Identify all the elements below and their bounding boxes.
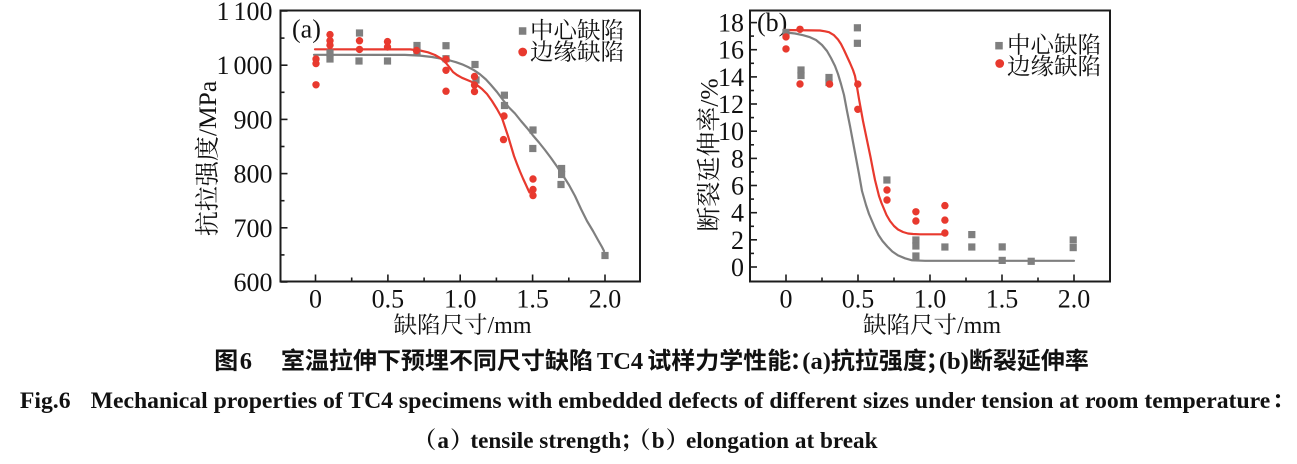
svg-text:900: 900 [234, 105, 273, 134]
svg-text:elongation at break: elongation at break [686, 428, 878, 454]
svg-text:(b): (b) [757, 8, 787, 37]
svg-text:0: 0 [731, 253, 744, 282]
svg-text:100: 100 [234, 0, 273, 26]
svg-text:/MPa: /MPa [193, 81, 222, 136]
svg-text:18: 18 [718, 9, 744, 38]
svg-text:1.0: 1.0 [444, 285, 477, 314]
svg-text:(a): (a) [292, 15, 321, 44]
svg-text:1.5: 1.5 [516, 285, 549, 314]
svg-text:b: b [652, 428, 665, 454]
svg-text:/mm: /mm [488, 313, 532, 339]
svg-text:1.5: 1.5 [986, 285, 1019, 314]
svg-text:16: 16 [718, 36, 744, 65]
svg-text:tensile strength: tensile strength [470, 428, 621, 454]
svg-text:6: 6 [240, 348, 252, 375]
svg-text:2.0: 2.0 [589, 285, 622, 314]
svg-text:/mm: /mm [957, 313, 1001, 339]
svg-text:(a): (a) [802, 348, 831, 375]
svg-text:12: 12 [718, 90, 744, 119]
svg-text:4: 4 [731, 199, 744, 228]
svg-text:Fig.6: Fig.6 [20, 388, 71, 414]
svg-text:1: 1 [217, 51, 230, 80]
svg-text:0: 0 [780, 285, 793, 314]
svg-text:6: 6 [731, 172, 744, 201]
svg-text:2.0: 2.0 [1058, 285, 1091, 314]
svg-text:1.0: 1.0 [914, 285, 947, 314]
svg-text:1: 1 [217, 0, 230, 26]
svg-text:0: 0 [309, 285, 322, 314]
svg-text:0.5: 0.5 [372, 285, 405, 314]
svg-text:0.5: 0.5 [842, 285, 875, 314]
svg-text:2: 2 [731, 226, 744, 255]
svg-text:14: 14 [718, 63, 744, 92]
svg-text:Mechanical properties of TC4 s: Mechanical properties of TC4 specimens w… [91, 388, 1271, 414]
svg-text:000: 000 [234, 51, 273, 80]
svg-text:600: 600 [234, 268, 273, 297]
svg-text:TC4: TC4 [597, 348, 643, 375]
svg-text:800: 800 [234, 160, 273, 189]
svg-text:700: 700 [234, 214, 273, 243]
svg-text:a: a [437, 428, 449, 454]
svg-text:10: 10 [718, 117, 744, 146]
svg-text:/%: /% [695, 78, 724, 106]
svg-text:(b): (b) [939, 348, 969, 375]
svg-text:8: 8 [731, 144, 744, 173]
